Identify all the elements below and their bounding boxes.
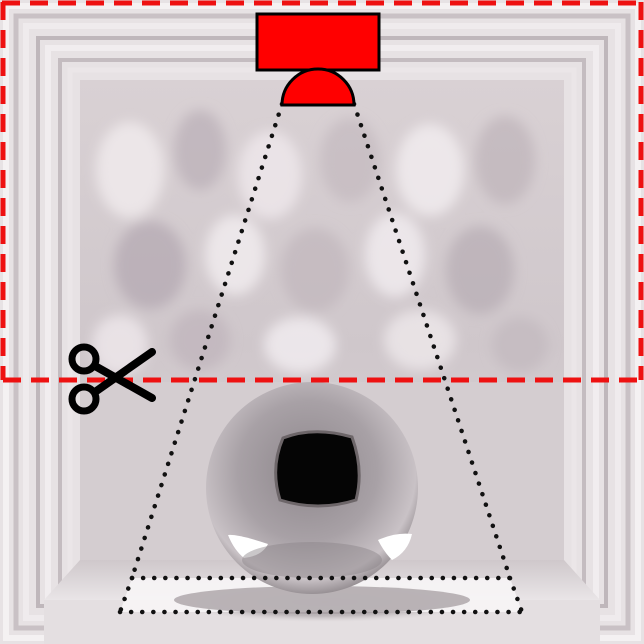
caustic-blob xyxy=(170,310,230,370)
caustic-blob xyxy=(384,310,456,370)
sphere-highlight-right xyxy=(378,533,412,560)
sphere-reflection-dark-window-edge xyxy=(274,430,361,508)
sphere-highlight-left xyxy=(228,534,268,558)
cut-region-outline xyxy=(0,0,644,383)
caustic-blob xyxy=(205,215,265,295)
sphere-rim-shade xyxy=(242,542,382,578)
caustic-blob xyxy=(492,317,548,373)
caustic-blob xyxy=(264,317,336,373)
scissors-blade-lower xyxy=(91,348,156,396)
light-bulb-dome xyxy=(280,67,356,107)
scissors-handle-top xyxy=(68,343,100,375)
caustic-blob xyxy=(320,118,380,202)
caustic-blob xyxy=(365,213,425,297)
scissors-blade-upper xyxy=(91,362,156,402)
spotlight-beam xyxy=(117,101,525,615)
caustic-blob xyxy=(446,226,514,314)
scissors-icon xyxy=(68,343,156,415)
reflective-sphere xyxy=(206,382,418,594)
light-source-icon xyxy=(255,12,381,107)
caustic-blob xyxy=(238,131,302,219)
caustic-blob xyxy=(475,116,535,204)
sphere-reflection-dark-window xyxy=(275,431,360,506)
caustic-blob xyxy=(396,124,464,216)
caustic-pattern xyxy=(92,110,548,375)
caustic-blob xyxy=(114,221,186,309)
light-housing xyxy=(255,12,381,72)
caustic-blob xyxy=(281,228,349,312)
caustic-blob xyxy=(96,122,164,218)
sphere-shadow-core xyxy=(174,586,470,614)
scissors-handle-bottom xyxy=(68,383,100,415)
caustic-blob xyxy=(174,110,226,190)
